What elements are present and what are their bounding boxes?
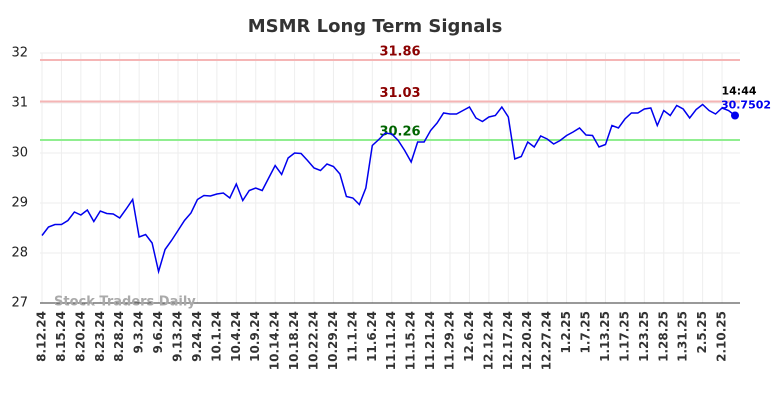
y-tick-label: 28 — [11, 246, 28, 261]
x-tick-label: 2.5.25 — [695, 311, 709, 354]
x-tick-label: 12.17.24 — [501, 311, 515, 370]
x-tick-label: 12.12.24 — [481, 311, 495, 370]
signal-label: 31.03 — [379, 86, 420, 101]
x-tick-label: 9.3.24 — [132, 311, 146, 354]
x-tick-label: 8.28.24 — [112, 311, 126, 362]
x-tick-label: 8.12.24 — [35, 311, 49, 362]
y-tick-label: 29 — [11, 196, 28, 211]
x-tick-label: 10.1.24 — [209, 311, 223, 362]
x-tick-label: 1.23.25 — [637, 311, 651, 362]
y-tick-label: 31 — [11, 96, 28, 111]
y-tick-label: 32 — [11, 46, 28, 61]
price-line — [41, 103, 736, 275]
x-tick-label: 1.2.25 — [559, 311, 573, 354]
x-tick-label: 1.28.25 — [656, 311, 670, 362]
last-value: 30.7502 — [721, 98, 771, 111]
watermark: Stock Traders Daily — [54, 295, 196, 310]
x-tick-label: 10.9.24 — [248, 311, 262, 362]
x-tick-label: 8.20.24 — [73, 311, 87, 362]
last-point — [731, 111, 739, 120]
x-tick-label: 9.13.24 — [171, 311, 185, 362]
x-tick-label: 11.29.24 — [443, 311, 457, 370]
x-tick-label: 2.10.25 — [715, 311, 729, 362]
y-tick-label: 30 — [11, 146, 28, 161]
last-time: 14:44 — [721, 84, 756, 97]
y-tick-label: 27 — [11, 296, 28, 311]
x-tick-label: 11.1.24 — [345, 311, 359, 362]
x-tick-label: 12.27.24 — [540, 311, 554, 370]
x-tick-label: 10.18.24 — [287, 311, 301, 370]
x-tick-label: 9.6.24 — [151, 311, 165, 354]
x-tick-label: 12.6.24 — [462, 311, 476, 362]
x-tick-label: 12.20.24 — [520, 311, 534, 370]
x-tick-label: 11.11.24 — [384, 311, 398, 370]
x-tick-label: 1.31.25 — [676, 311, 690, 362]
x-tick-label: 10.14.24 — [268, 311, 282, 370]
x-tick-label: 8.23.24 — [93, 311, 107, 362]
x-tick-label: 10.4.24 — [229, 311, 243, 362]
x-tick-label: 11.6.24 — [365, 311, 379, 362]
x-tick-label: 9.24.24 — [190, 311, 204, 362]
x-tick-label: 1.7.25 — [579, 311, 593, 354]
x-tick-label: 10.22.24 — [307, 311, 321, 370]
signal-label: 31.86 — [379, 45, 420, 60]
x-tick-label: 10.29.24 — [326, 311, 340, 370]
signal-label: 30.26 — [379, 125, 420, 140]
x-tick-label: 11.21.24 — [423, 311, 437, 370]
x-tick-label: 8.15.24 — [54, 311, 68, 362]
x-tick-label: 11.15.24 — [404, 311, 418, 370]
x-tick-label: 1.17.25 — [617, 311, 631, 362]
x-tick-label: 1.13.25 — [598, 311, 612, 362]
chart-title: MSMR Long Term Signals — [248, 16, 503, 37]
